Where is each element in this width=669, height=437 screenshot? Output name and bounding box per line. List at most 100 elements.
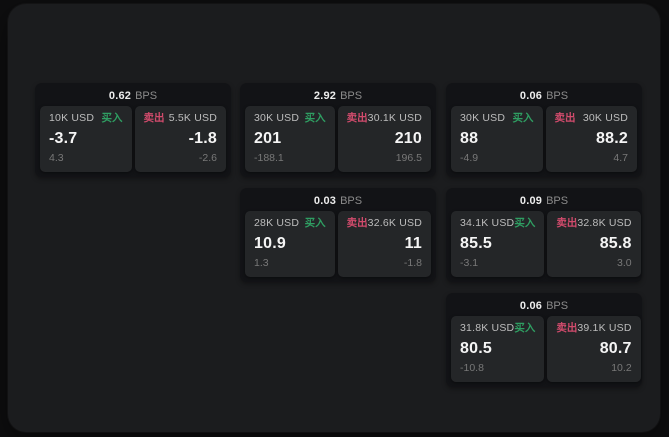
buy-tag: 买入	[304, 112, 326, 124]
sell-size-label: 32.8K USD	[577, 217, 632, 229]
sell-delta: 4.7	[613, 152, 628, 165]
buy-tile-top: 30K USD 买入	[254, 112, 326, 125]
buy-tile[interactable]: 28K USD 买入 10.9 1.3	[245, 211, 335, 277]
sell-tag: 卖出	[143, 112, 165, 124]
buy-tile[interactable]: 30K USD 买入 201 -188.1	[245, 106, 335, 172]
bps-value: 0.06	[519, 89, 543, 102]
buy-tile[interactable]: 30K USD 买入 88 -4.9	[451, 106, 543, 172]
tiles-row: 10K USD 买入 -3.7 4.3 卖出 5.5K USD -1.8 -2.…	[35, 106, 231, 172]
buy-size-label: 34.1K USD	[460, 217, 515, 229]
sell-tile[interactable]: 卖出 30K USD 88.2 4.7	[545, 106, 637, 172]
buy-tile-top: 34.1K USD 买入	[460, 217, 536, 230]
buy-price: 10.9	[254, 235, 286, 253]
sell-price: 11	[404, 235, 422, 253]
sell-size-label: 30K USD	[582, 112, 628, 124]
sell-tag: 卖出	[554, 112, 576, 124]
bps-unit-label: BPS	[546, 194, 569, 207]
sell-size-label: 30.1K USD	[367, 112, 422, 124]
sell-price: -1.8	[188, 130, 217, 148]
sell-delta: 3.0	[617, 257, 632, 270]
bps-unit-label: BPS	[340, 194, 363, 207]
sell-tag: 卖出	[346, 217, 368, 229]
tiles-row: 30K USD 买入 88 -4.9 卖出 30K USD 88.2 4.7	[446, 106, 642, 172]
main-panel: 0.62 BPS 10K USD 买入 -3.7 4.3 卖出 5.5K USD…	[8, 4, 660, 432]
bps-header: 0.06 BPS	[446, 83, 642, 106]
buy-size-label: 30K USD	[460, 112, 506, 124]
bps-unit-label: BPS	[546, 299, 569, 312]
buy-tag: 买入	[304, 217, 326, 229]
tiles-row: 30K USD 买入 201 -188.1 卖出 30.1K USD 210 1…	[240, 106, 436, 172]
bps-header: 0.09 BPS	[446, 188, 642, 211]
buy-delta: 1.3	[254, 257, 269, 270]
buy-delta: -4.9	[460, 152, 479, 165]
bps-value: 0.03	[313, 194, 337, 207]
quote-card: 0.62 BPS 10K USD 买入 -3.7 4.3 卖出 5.5K USD…	[35, 83, 231, 177]
bps-header: 0.62 BPS	[35, 83, 231, 106]
sell-delta: -1.8	[403, 257, 422, 270]
bps-value: 0.06	[519, 299, 543, 312]
buy-tile-top: 10K USD 买入	[49, 112, 123, 125]
sell-tile[interactable]: 卖出 32.6K USD 11 -1.8	[337, 211, 431, 277]
buy-tile-top: 30K USD 买入	[460, 112, 534, 125]
buy-tag: 买入	[514, 322, 536, 334]
sell-price: 88.2	[596, 130, 628, 148]
sell-tag: 卖出	[346, 112, 368, 124]
bps-header: 0.03 BPS	[240, 188, 436, 211]
sell-tag: 卖出	[556, 322, 578, 334]
quote-card: 2.92 BPS 30K USD 买入 201 -188.1 卖出 30.1K …	[240, 83, 436, 177]
sell-tile-top: 卖出 5.5K USD	[143, 112, 218, 125]
sell-tile[interactable]: 卖出 30.1K USD 210 196.5	[337, 106, 431, 172]
buy-tile-top: 31.8K USD 买入	[460, 322, 536, 335]
bps-unit-label: BPS	[546, 89, 569, 102]
sell-price: 85.8	[599, 235, 632, 253]
buy-price: -3.7	[49, 130, 78, 148]
buy-price: 85.5	[460, 235, 492, 253]
quote-card: 0.09 BPS 34.1K USD 买入 85.5 -3.1 卖出 32.8K…	[446, 188, 642, 282]
sell-delta: 10.2	[611, 362, 632, 375]
sell-tile-top: 卖出 30.1K USD	[346, 112, 422, 125]
buy-price: 88	[460, 130, 479, 148]
bps-header: 0.06 BPS	[446, 293, 642, 316]
sell-delta: 196.5	[395, 152, 422, 165]
sell-price: 210	[394, 130, 422, 148]
buy-tile-top: 28K USD 买入	[254, 217, 326, 230]
sell-tile-top: 卖出 30K USD	[554, 112, 629, 125]
buy-price: 201	[254, 130, 282, 148]
buy-tag: 买入	[514, 217, 536, 229]
sell-tile-top: 卖出 32.8K USD	[556, 217, 632, 230]
buy-delta: -188.1	[254, 152, 284, 165]
quote-card: 0.03 BPS 28K USD 买入 10.9 1.3 卖出 32.6K US…	[240, 188, 436, 282]
sell-delta: -2.6	[198, 152, 217, 165]
sell-size-label: 32.6K USD	[367, 217, 422, 229]
buy-tag: 买入	[512, 112, 534, 124]
buy-delta: -10.8	[460, 362, 484, 375]
sell-tile[interactable]: 卖出 5.5K USD -1.8 -2.6	[134, 106, 226, 172]
buy-delta: -3.1	[460, 257, 479, 270]
bps-unit-label: BPS	[135, 89, 158, 102]
buy-tile[interactable]: 10K USD 买入 -3.7 4.3	[40, 106, 132, 172]
buy-size-label: 30K USD	[254, 112, 300, 124]
sell-tile[interactable]: 卖出 39.1K USD 80.7 10.2	[547, 316, 641, 382]
buy-price: 80.5	[460, 340, 492, 358]
sell-size-label: 5.5K USD	[168, 112, 217, 124]
tiles-row: 34.1K USD 买入 85.5 -3.1 卖出 32.8K USD 85.8…	[446, 211, 642, 277]
buy-tile[interactable]: 31.8K USD 买入 80.5 -10.8	[451, 316, 545, 382]
sell-tile[interactable]: 卖出 32.8K USD 85.8 3.0	[547, 211, 641, 277]
bps-unit-label: BPS	[340, 89, 363, 102]
sell-tile-top: 卖出 32.6K USD	[346, 217, 422, 230]
bps-value: 2.92	[313, 89, 337, 102]
buy-size-label: 28K USD	[254, 217, 300, 229]
tiles-row: 31.8K USD 买入 80.5 -10.8 卖出 39.1K USD 80.…	[446, 316, 642, 382]
buy-delta: 4.3	[49, 152, 64, 165]
sell-tag: 卖出	[556, 217, 578, 229]
quote-card: 0.06 BPS 30K USD 买入 88 -4.9 卖出 30K USD 8…	[446, 83, 642, 177]
tiles-row: 28K USD 买入 10.9 1.3 卖出 32.6K USD 11 -1.8	[240, 211, 436, 277]
quote-card: 0.06 BPS 31.8K USD 买入 80.5 -10.8 卖出 39.1…	[446, 293, 642, 387]
sell-price: 80.7	[599, 340, 632, 358]
sell-size-label: 39.1K USD	[577, 322, 632, 334]
buy-tile[interactable]: 34.1K USD 买入 85.5 -3.1	[451, 211, 545, 277]
sell-tile-top: 卖出 39.1K USD	[556, 322, 632, 335]
bps-value: 0.09	[519, 194, 543, 207]
buy-size-label: 31.8K USD	[460, 322, 515, 334]
bps-value: 0.62	[108, 89, 132, 102]
